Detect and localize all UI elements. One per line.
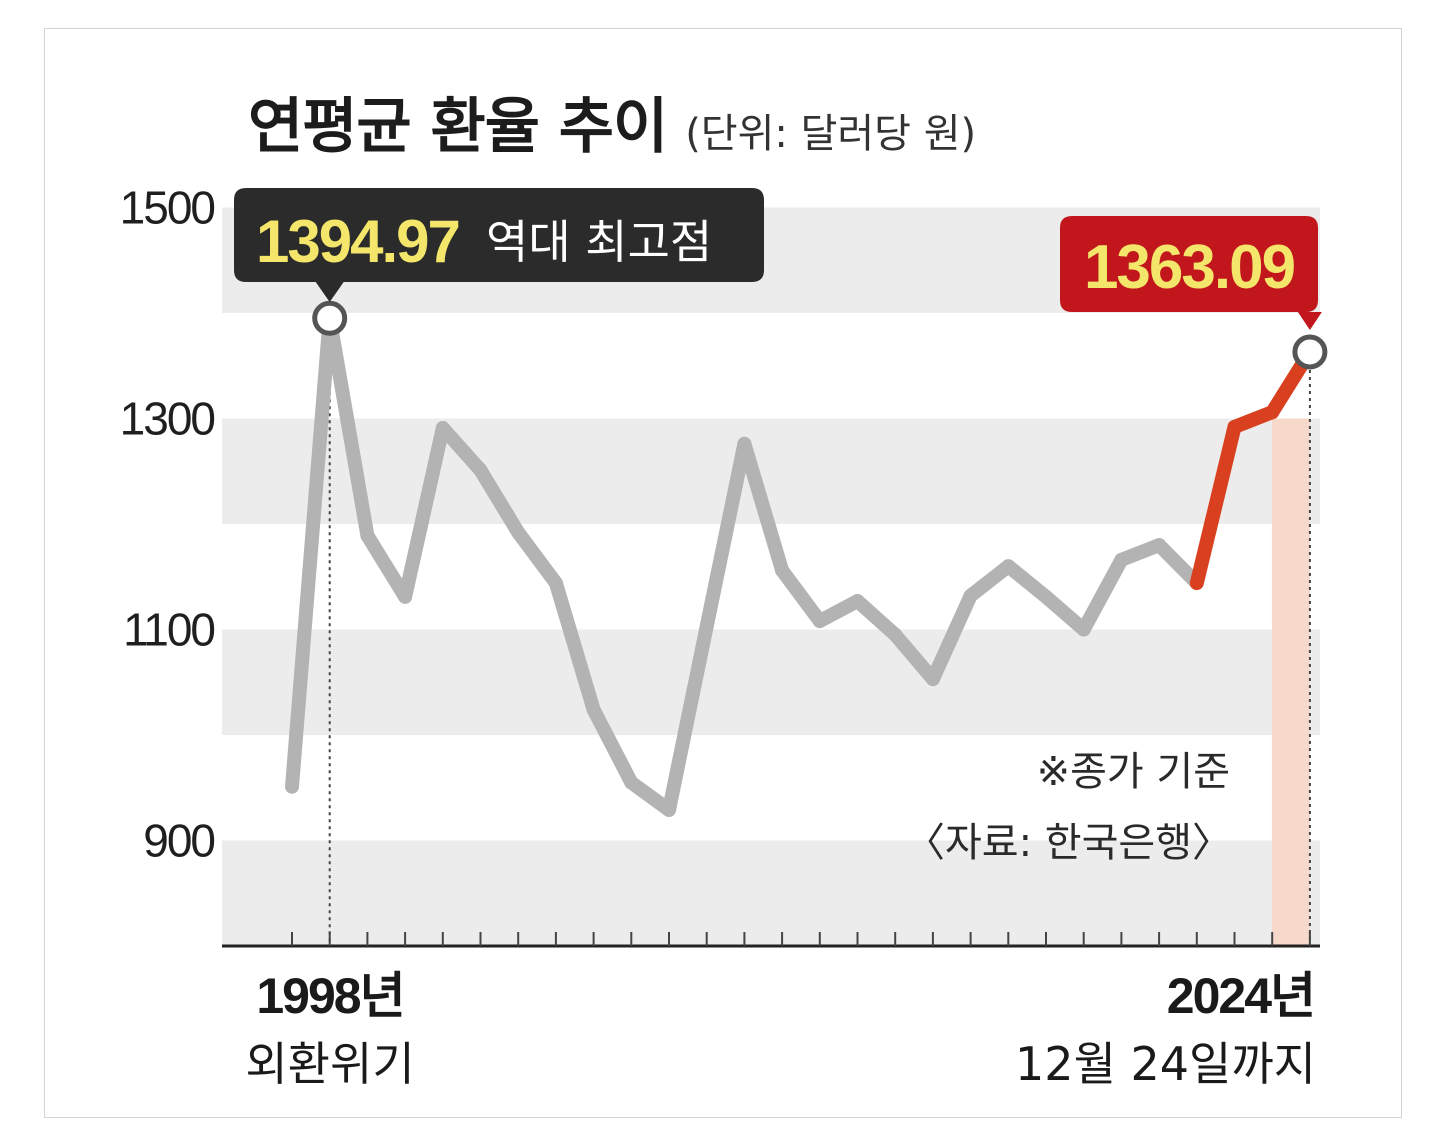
line-segment <box>1001 559 1053 604</box>
peak-callout-label: 역대 최고점 <box>486 215 712 269</box>
line-segment <box>1039 589 1091 637</box>
grid-band-3 <box>222 840 1320 946</box>
latest-year-band <box>1271 418 1310 946</box>
line-segment <box>925 588 978 687</box>
line-segment <box>285 311 337 794</box>
y-tick-label: 1100 <box>123 604 214 656</box>
guide-lines <box>328 336 1311 946</box>
y-axis-ticks: 900 1100 1300 1500 <box>120 182 217 867</box>
latest-marker <box>1292 334 1328 370</box>
title-block: 연평균 환율 추이 (단위: 달러당 원) <box>248 78 977 162</box>
latest-callout-value: 1363.09 <box>1084 233 1295 302</box>
line-segment <box>963 559 1016 603</box>
point-markers <box>312 300 1328 370</box>
line-segment <box>850 594 903 642</box>
latest-callout: 1363.09 <box>1060 216 1322 330</box>
x-start-sub: 외환위기 <box>245 1037 414 1091</box>
grid-band-2 <box>222 629 1320 735</box>
peak-callout-box <box>234 188 764 302</box>
line-segment <box>586 702 639 790</box>
line-segment <box>737 436 790 578</box>
line-segment <box>699 436 752 634</box>
latest-callout-box <box>1060 216 1322 330</box>
line-segment <box>1076 552 1129 637</box>
y-tick-label: 1300 <box>120 393 215 445</box>
source-text: 〈자료: 한국은행〉 <box>905 820 1232 866</box>
line-segment <box>1152 538 1204 591</box>
x-axis <box>222 932 1320 948</box>
line-segment <box>435 420 488 478</box>
peak-marker <box>312 300 348 336</box>
x-end-year: 2024년 <box>1167 968 1314 1024</box>
line-segment <box>662 619 714 817</box>
line-segment <box>322 311 375 543</box>
line-segment <box>511 525 563 591</box>
series-line <box>285 311 1317 817</box>
line-segment <box>398 420 450 604</box>
line-segment <box>548 576 601 717</box>
line-segment <box>360 528 413 604</box>
grid-band-1 <box>222 418 1320 524</box>
line-segment <box>775 563 827 629</box>
line-segment <box>473 463 526 540</box>
note-text: ※종가 기준 <box>1037 749 1230 795</box>
line-segment <box>888 627 940 687</box>
line-segment <box>624 775 676 817</box>
peak-callout-value: 1394.97 <box>256 208 459 275</box>
chart-title: 연평균 환율 추이 <box>248 92 668 162</box>
recent-highlight-band <box>1271 418 1310 946</box>
peak-callout: 1394.97 역대 최고점 <box>234 188 764 302</box>
y-tick-label: 1500 <box>120 182 215 234</box>
recent-segment <box>1189 419 1242 591</box>
x-start-year: 1998년 <box>256 968 403 1024</box>
unit-label: (단위: 달러당 원) <box>685 111 977 157</box>
line-segment <box>812 594 865 629</box>
x-end-sub: 12월 24일까지 <box>1015 1037 1316 1091</box>
y-tick-label: 900 <box>143 815 214 867</box>
